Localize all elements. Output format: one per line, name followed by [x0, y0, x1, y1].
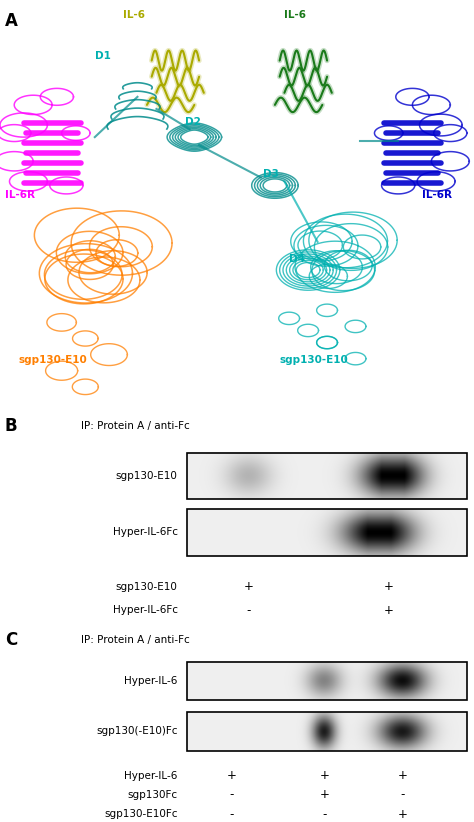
- Text: IP: Protein A / anti-Fc: IP: Protein A / anti-Fc: [81, 635, 189, 644]
- Text: A: A: [5, 12, 18, 30]
- Text: +: +: [398, 769, 408, 783]
- Text: +: +: [227, 769, 237, 783]
- Text: -: -: [246, 603, 251, 616]
- Text: +: +: [244, 580, 254, 593]
- Bar: [187, 662, 467, 700]
- Text: -: -: [401, 788, 405, 801]
- Text: Hyper-IL-6: Hyper-IL-6: [124, 771, 178, 781]
- Text: IL-6R: IL-6R: [5, 190, 35, 200]
- Text: IL-6: IL-6: [123, 11, 145, 21]
- Text: IL-6: IL-6: [284, 11, 306, 21]
- Text: sgp130-E10: sgp130-E10: [280, 354, 348, 365]
- Text: sgp130Fc: sgp130Fc: [128, 790, 178, 800]
- Text: sgp130-E10: sgp130-E10: [116, 471, 178, 481]
- Text: +: +: [383, 580, 393, 593]
- Text: C: C: [5, 630, 17, 649]
- Text: sgp130-E10Fc: sgp130-E10Fc: [104, 810, 178, 820]
- Text: IL-6R: IL-6R: [422, 190, 452, 200]
- Text: +: +: [319, 769, 329, 783]
- Text: D2: D2: [185, 117, 201, 127]
- Text: Hyper-IL-6: Hyper-IL-6: [124, 676, 178, 686]
- Text: -: -: [230, 808, 234, 821]
- Text: Hyper-IL-6Fc: Hyper-IL-6Fc: [113, 528, 178, 538]
- Text: IP: Protein A / anti-Fc: IP: Protein A / anti-Fc: [81, 422, 189, 432]
- Text: +: +: [319, 788, 329, 801]
- Text: -: -: [322, 808, 327, 821]
- Text: D4: D4: [289, 254, 305, 264]
- Bar: [187, 712, 467, 750]
- Text: B: B: [5, 418, 18, 435]
- Text: Hyper-IL-6Fc: Hyper-IL-6Fc: [113, 605, 178, 615]
- Bar: [187, 510, 467, 556]
- Text: sgp130(-E10)Fc: sgp130(-E10)Fc: [96, 726, 178, 737]
- Text: +: +: [383, 603, 393, 616]
- Text: sgp130-E10: sgp130-E10: [19, 354, 88, 365]
- Text: sgp130-E10: sgp130-E10: [116, 582, 178, 592]
- Bar: [187, 453, 467, 499]
- Text: D1: D1: [95, 51, 110, 61]
- Text: D3: D3: [263, 169, 279, 179]
- Text: +: +: [398, 808, 408, 821]
- Text: -: -: [230, 788, 234, 801]
